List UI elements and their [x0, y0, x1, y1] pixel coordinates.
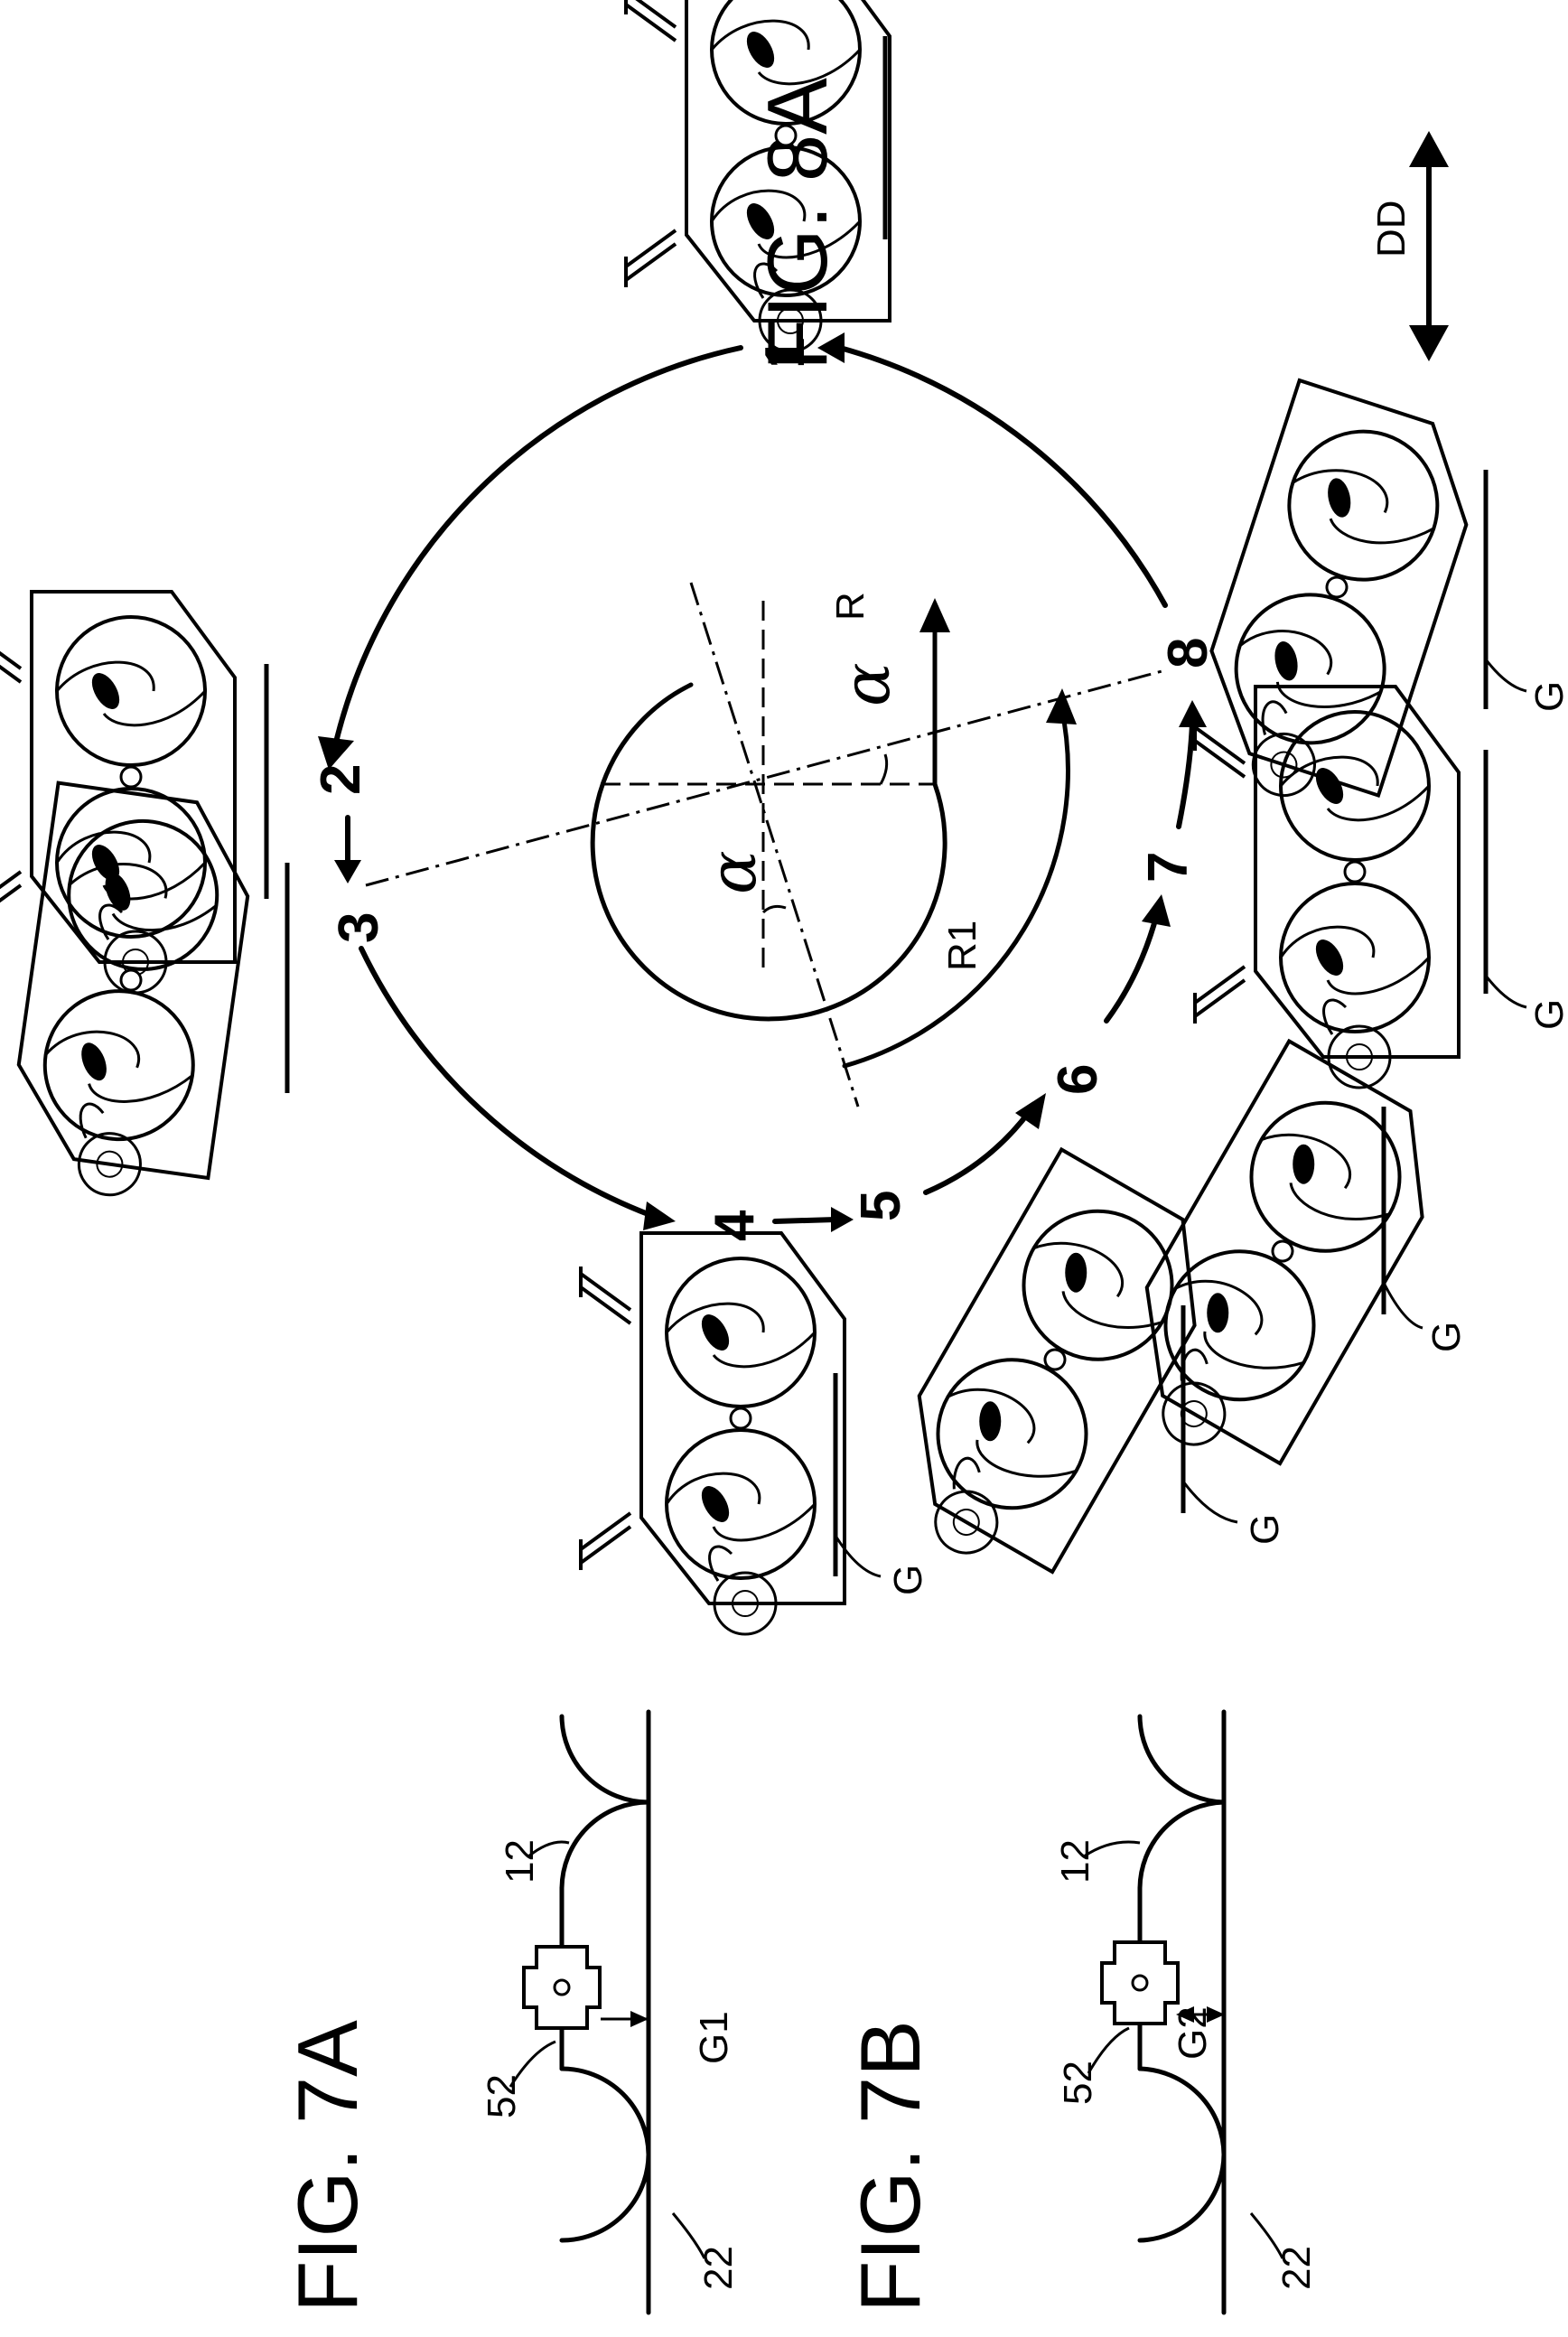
figure-8a: FIG. 8A 1 2 3 4 5 6 7 8: [0, 0, 1568, 1634]
label-r1: R1: [940, 921, 985, 971]
ground-leader-pose-7: [1486, 976, 1526, 1007]
robot-pose-3: [3, 783, 260, 1209]
ground-leader-pose-5: [1183, 1482, 1237, 1522]
fig7b-leader-22: [1251, 2213, 1283, 2258]
fig7a-device-52: [524, 1947, 600, 2028]
arc-2-to-3-arrowhead: [334, 860, 361, 883]
arc-4-to-5: [775, 1220, 835, 1221]
dd-arrowhead-bottom: [1409, 325, 1449, 361]
fig7a-title: FIG. 7A: [280, 2020, 375, 2313]
step-label-3: 3: [328, 912, 390, 943]
fig7a-ref-g1: G1: [692, 2011, 736, 2064]
ground-label-pose-8: G: [1527, 681, 1568, 712]
fig7b-ref-g2: G2: [1171, 2006, 1215, 2060]
alpha-right-indicator: [881, 754, 887, 784]
label-r: R: [828, 592, 873, 621]
fig7a-ref-22: 22: [696, 2246, 741, 2290]
ground-label-pose-4: G: [886, 1565, 930, 1595]
tilted-axis-dashdot-2: [691, 583, 858, 1107]
direction-indicator: DD: [1369, 131, 1449, 361]
label-alpha-right: α: [828, 662, 904, 706]
step-label-8: 8: [1157, 638, 1219, 668]
dd-arrowhead-top: [1409, 131, 1449, 167]
arc-3-to-4: [361, 949, 650, 1215]
fig7a-ref-12: 12: [498, 1839, 542, 1884]
fig7a-leader-22: [673, 2213, 705, 2258]
fig7b-title: FIG. 7B: [843, 2020, 938, 2313]
fig7a-wall-22: [562, 2069, 649, 2240]
label-alpha-left: α: [695, 850, 770, 894]
step-label-4: 4: [704, 1210, 766, 1241]
fig7b-wall-22: [1140, 2069, 1224, 2240]
fig7a-gap-g1-arrowhead: [630, 2011, 649, 2027]
fig7b-ref-12: 12: [1053, 1839, 1097, 1884]
dd-label: DD: [1369, 200, 1414, 257]
arc-3-to-4-arrowhead: [643, 1201, 676, 1230]
alpha-left-indicator: [763, 906, 786, 912]
robot-pose-6: [1088, 1041, 1465, 1490]
inner-rotation-arrowhead-r: [919, 598, 950, 632]
robot-pose-7: [1195, 687, 1459, 1088]
fig7b-device-52: [1102, 1942, 1178, 2024]
step-label-2: 2: [310, 764, 372, 795]
step-label-7: 7: [1137, 852, 1199, 883]
fig7a-wall-12: [562, 1716, 649, 1888]
rotation-geometry: R R1 α α: [366, 583, 1165, 1107]
arc-6-to-7-arrowhead: [1142, 894, 1171, 927]
robot-pose-4: [581, 1233, 845, 1634]
outer-rotation-arc-r1: [845, 706, 1068, 1066]
arc-5-to-6: [926, 1111, 1030, 1192]
ground-label-pose-7: G: [1527, 999, 1568, 1030]
step-label-5: 5: [850, 1191, 912, 1221]
arc-8-to-1: [840, 348, 1165, 605]
ground-leader-pose-6: [1384, 1283, 1423, 1328]
fig7b-wall-12: [1140, 1716, 1224, 1888]
ground-label-pose-5: G: [1243, 1514, 1287, 1545]
step-label-6: 6: [1047, 1064, 1109, 1095]
step-label-1: 1: [754, 338, 817, 369]
ground-label-pose-6: G: [1424, 1322, 1469, 1352]
ground-leader-pose-8: [1486, 659, 1526, 691]
arc-7-to-8: [1179, 723, 1192, 827]
figure-7a: FIG. 7A 52 12 22 G1: [280, 1712, 741, 2313]
fig7b-ref-22: 22: [1274, 2246, 1319, 2290]
arc-7-to-8-arrowhead: [1179, 700, 1207, 727]
arc-6-to-7: [1106, 917, 1156, 1021]
figure-7b: FIG. 7B 52 12 22 G2: [843, 1712, 1319, 2313]
fig7a-ref-52: 52: [480, 2074, 524, 2118]
outer-rotation-arrowhead-r1: [1046, 688, 1077, 724]
ground-leader-pose-4: [835, 1536, 881, 1576]
